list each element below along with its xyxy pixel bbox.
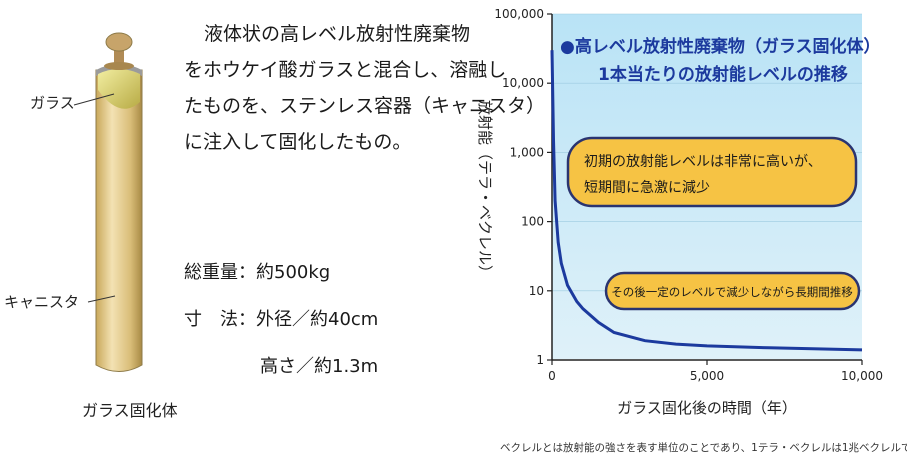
chart-subtitle: 1本当たりの放射能レベルの推移 bbox=[598, 64, 848, 85]
callout-initial-line2: 短期間に急激に減少 bbox=[584, 179, 710, 196]
data-point bbox=[613, 331, 616, 334]
chart-title: ●高レベル放射性廃棄物（ガラス固化体） bbox=[560, 36, 881, 57]
data-point bbox=[582, 307, 585, 310]
y-tick-label: 100 bbox=[521, 215, 544, 229]
data-point bbox=[706, 344, 709, 347]
y-axis-label: 放射能（テラ・ベクレル） bbox=[476, 100, 494, 280]
data-point bbox=[597, 321, 600, 324]
y-tick-label: 10 bbox=[529, 284, 544, 298]
callout-long-term-text: その後一定のレベルで減少しながら長期間推移 bbox=[611, 285, 853, 299]
data-point bbox=[552, 139, 555, 142]
data-point bbox=[551, 49, 554, 52]
spec-height: 高さ／約1.3m bbox=[260, 356, 379, 377]
radioactivity-chart: 1 10 100 1,000 10,000 100,000 0 5,000 10,000 ●高… bbox=[476, 7, 883, 417]
series-line bbox=[550, 50, 863, 352]
x-tick-label: 5,000 bbox=[690, 369, 724, 383]
data-point bbox=[566, 284, 569, 287]
data-point bbox=[644, 339, 647, 342]
description-line: に注入して固化したもの。 bbox=[184, 131, 412, 153]
y-tick-label: 100,000 bbox=[494, 7, 544, 21]
data-point bbox=[861, 348, 864, 351]
y-tick-label: 1,000 bbox=[510, 145, 544, 159]
description-line: をホウケイ酸ガラスと混合し、溶融し bbox=[184, 59, 507, 81]
description-line: 液体状の高レベル放射性廃棄物 bbox=[204, 23, 471, 45]
canister-label: キャニスタ bbox=[4, 293, 80, 311]
x-axis-label: ガラス固化後の時間（年） bbox=[617, 399, 797, 417]
spec-total-weight: 総重量：約500kg bbox=[184, 262, 331, 283]
product-label: ガラス固化体 bbox=[82, 401, 178, 420]
data-point bbox=[554, 199, 557, 202]
y-tick-label: 1 bbox=[536, 353, 544, 367]
callout-long-term bbox=[604, 271, 861, 311]
x-tick-label: 0 bbox=[548, 369, 556, 383]
callout-initial-line1: 初期の放射能レベルは非常に高いが、 bbox=[584, 153, 822, 170]
y-tick-label: 10,000 bbox=[502, 76, 544, 90]
data-point bbox=[768, 346, 771, 349]
data-point bbox=[575, 300, 578, 303]
callout-initial bbox=[566, 136, 858, 208]
description-line: たものを、ステンレス容器（キャニスタ） bbox=[184, 95, 546, 117]
data-point bbox=[675, 343, 678, 346]
footnote: ベクレルとは放射能の強さを表す単位のことであり、1テラ・ベクレルは1兆ベクレルで… bbox=[500, 442, 907, 454]
glass-label: ガラス bbox=[30, 94, 75, 112]
description-text: 液体状の高レベル放射性廃棄物 をホウケイ酸ガラスと混合し、溶融し たものを、ステ… bbox=[184, 16, 546, 160]
x-tick-label: 10,000 bbox=[841, 369, 883, 383]
data-point bbox=[557, 241, 560, 244]
spec-diameter: 寸 法：外径／約40cm bbox=[184, 309, 379, 330]
glass-canister-illustration bbox=[73, 32, 143, 372]
data-point bbox=[560, 262, 563, 265]
